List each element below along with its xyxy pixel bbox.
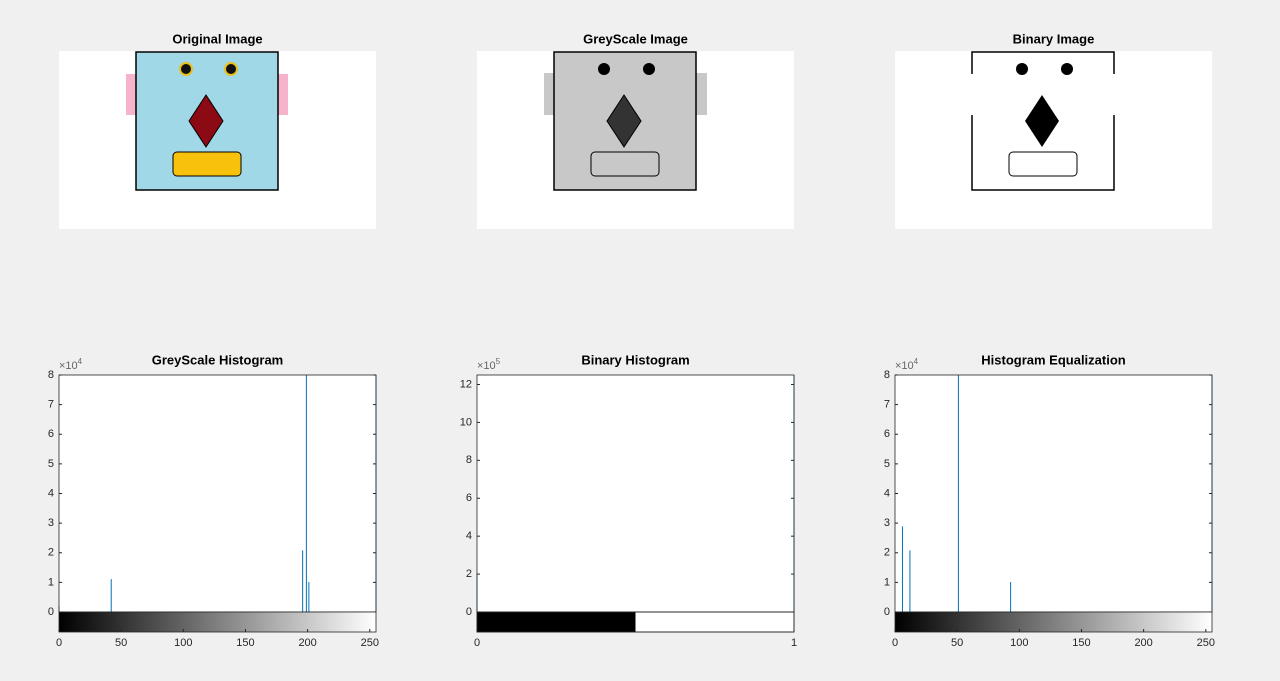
plot-area: [895, 375, 1212, 612]
chart-title: GreyScale Histogram: [152, 352, 284, 367]
y-tick-label: 1: [884, 576, 890, 588]
y-tick-label: 10: [460, 416, 472, 428]
colorbar-frame: [476, 611, 795, 633]
colorbar-black: [477, 612, 636, 632]
chart-title: Binary Image: [1013, 31, 1095, 46]
x-tick-label: 200: [1134, 637, 1152, 649]
x-tick-label: 250: [361, 637, 379, 649]
y-tick-label: 7: [48, 399, 54, 411]
x-tick-label: 0: [892, 637, 898, 649]
y-tick-label: 4: [466, 530, 472, 542]
exponent-power: 4: [78, 357, 83, 366]
x-tick-label: 150: [1072, 637, 1090, 649]
colorbar: [894, 611, 1213, 633]
chart-title: Binary Histogram: [581, 352, 689, 367]
y-tick-label: 3: [884, 517, 890, 529]
chart-title: Original Image: [172, 31, 262, 46]
y-tick-label: 12: [460, 378, 472, 390]
y-tick-label: 4: [48, 487, 54, 499]
y-tick-label: 1: [48, 576, 54, 588]
greyscale-image: [477, 51, 794, 229]
plot-area: [477, 375, 794, 612]
y-tick-label: 2: [48, 547, 54, 559]
x-tick-label: 250: [1197, 637, 1215, 649]
exponent-base: ×10: [477, 360, 496, 372]
y-tick-label: 2: [466, 568, 472, 580]
y-tick-label: 6: [48, 428, 54, 440]
x-tick-label: 50: [951, 637, 963, 649]
y-exponent: ×104: [895, 357, 919, 372]
y-tick-label: 3: [48, 517, 54, 529]
y-exponent: ×104: [59, 357, 83, 372]
y-tick-label: 5: [48, 458, 54, 470]
y-tick-label: 0: [884, 606, 890, 618]
x-tick-label: 1: [791, 637, 797, 649]
x-tick-label: 200: [298, 637, 316, 649]
x-tick-label: 150: [236, 637, 254, 649]
exponent-power: 4: [914, 357, 919, 366]
y-tick-label: 8: [884, 369, 890, 381]
x-tick-label: 100: [1010, 637, 1028, 649]
binary-image: [895, 51, 1212, 229]
exponent-power: 5: [496, 357, 501, 366]
y-tick-label: 7: [884, 399, 890, 411]
y-tick-label: 5: [884, 458, 890, 470]
x-tick-label: 0: [474, 637, 480, 649]
y-tick-label: 4: [884, 487, 890, 499]
y-tick-label: 6: [466, 492, 472, 504]
y-tick-label: 8: [466, 454, 472, 466]
chart-title: Histogram Equalization: [981, 352, 1126, 367]
colorbar: [58, 611, 377, 633]
exponent-base: ×10: [59, 360, 78, 372]
plot-area: [59, 375, 376, 612]
y-tick-label: 8: [48, 369, 54, 381]
y-tick-label: 6: [884, 428, 890, 440]
original-image: [59, 51, 376, 229]
x-tick-label: 0: [56, 637, 62, 649]
y-tick-label: 0: [48, 606, 54, 618]
y-tick-label: 2: [884, 547, 890, 559]
x-tick-label: 50: [115, 637, 127, 649]
y-tick-label: 0: [466, 606, 472, 618]
chart-title: GreyScale Image: [583, 31, 688, 46]
x-tick-label: 100: [174, 637, 192, 649]
exponent-base: ×10: [895, 360, 914, 372]
y-exponent: ×105: [477, 357, 501, 372]
